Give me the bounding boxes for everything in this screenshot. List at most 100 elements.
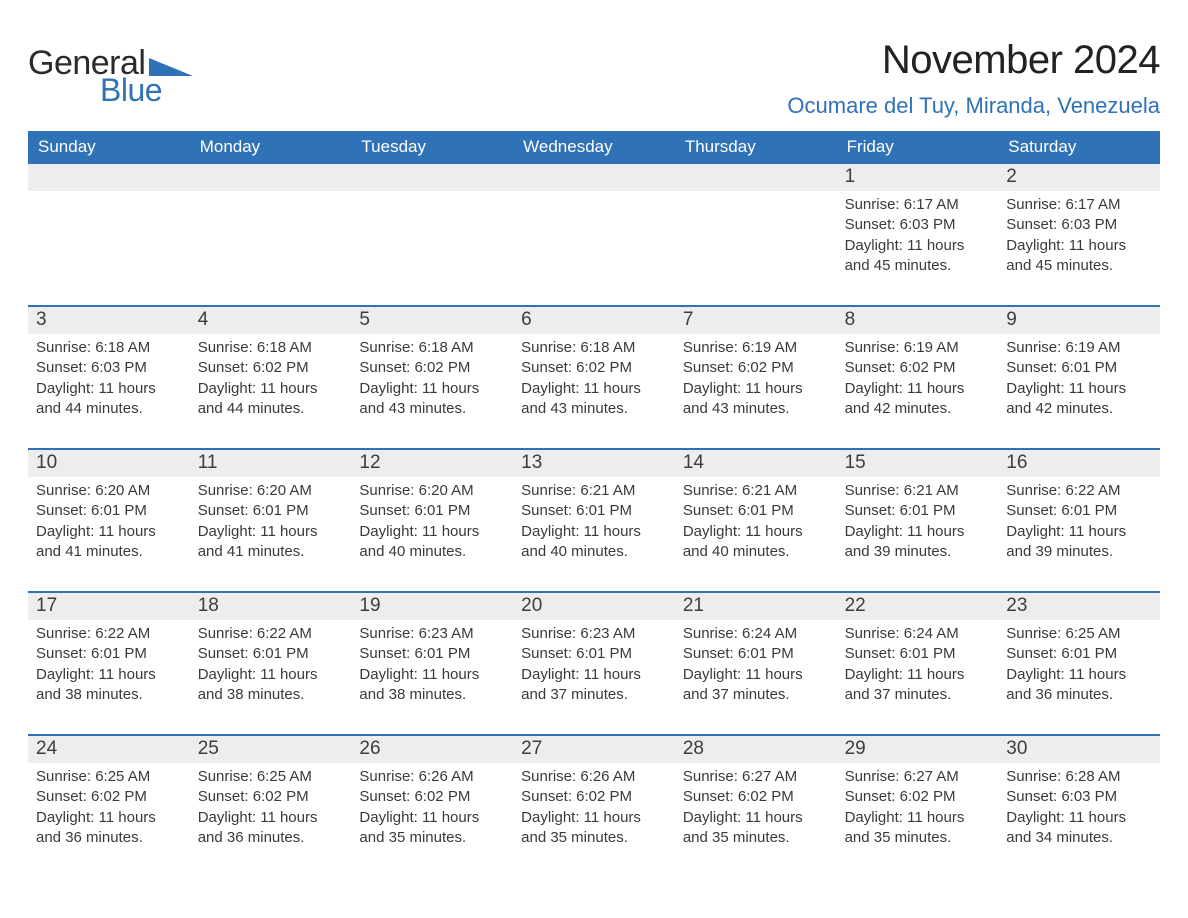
- day-sunrise: Sunrise: 6:23 AM: [359, 624, 505, 644]
- day-sunrise: Sunrise: 6:26 AM: [521, 767, 667, 787]
- day-sunrise: Sunrise: 6:19 AM: [1006, 338, 1152, 358]
- day-sunrise: Sunrise: 6:25 AM: [36, 767, 182, 787]
- day-daylight2: and 38 minutes.: [359, 685, 505, 705]
- location-subtitle: Ocumare del Tuy, Miranda, Venezuela: [787, 93, 1160, 119]
- day-daylight2: and 38 minutes.: [36, 685, 182, 705]
- day-daylight1: Daylight: 11 hours: [845, 808, 991, 828]
- day-sunset: Sunset: 6:02 PM: [359, 787, 505, 807]
- day-sunset: Sunset: 6:01 PM: [359, 644, 505, 664]
- day-daylight2: and 36 minutes.: [1006, 685, 1152, 705]
- day-daylight1: Daylight: 11 hours: [683, 379, 829, 399]
- day-detail: Sunrise: 6:25 AMSunset: 6:01 PMDaylight:…: [998, 620, 1160, 710]
- day-detail: Sunrise: 6:18 AMSunset: 6:02 PMDaylight:…: [351, 334, 513, 424]
- day-number: 2: [998, 164, 1160, 191]
- day-daylight2: and 44 minutes.: [198, 399, 344, 419]
- weeks-container: 12Sunrise: 6:17 AMSunset: 6:03 PMDayligh…: [28, 164, 1160, 853]
- day-detail: [190, 191, 352, 281]
- day-detail: Sunrise: 6:25 AMSunset: 6:02 PMDaylight:…: [190, 763, 352, 853]
- day-sunset: Sunset: 6:02 PM: [845, 358, 991, 378]
- daynum-row: 12: [28, 164, 1160, 191]
- day-detail: Sunrise: 6:21 AMSunset: 6:01 PMDaylight:…: [675, 477, 837, 567]
- day-sunrise: Sunrise: 6:18 AM: [36, 338, 182, 358]
- day-sunset: Sunset: 6:03 PM: [1006, 215, 1152, 235]
- day-daylight2: and 43 minutes.: [359, 399, 505, 419]
- day-daylight2: and 40 minutes.: [521, 542, 667, 562]
- weekday-header: Monday: [190, 131, 352, 164]
- day-detail: Sunrise: 6:18 AMSunset: 6:03 PMDaylight:…: [28, 334, 190, 424]
- weekday-header: Sunday: [28, 131, 190, 164]
- day-sunset: Sunset: 6:03 PM: [36, 358, 182, 378]
- day-daylight1: Daylight: 11 hours: [36, 808, 182, 828]
- day-sunrise: Sunrise: 6:18 AM: [521, 338, 667, 358]
- day-detail: [351, 191, 513, 281]
- day-daylight2: and 35 minutes.: [845, 828, 991, 848]
- day-sunrise: Sunrise: 6:18 AM: [198, 338, 344, 358]
- day-daylight1: Daylight: 11 hours: [521, 808, 667, 828]
- day-daylight2: and 39 minutes.: [1006, 542, 1152, 562]
- day-sunrise: Sunrise: 6:27 AM: [683, 767, 829, 787]
- day-sunset: Sunset: 6:01 PM: [683, 501, 829, 521]
- weekday-header: Wednesday: [513, 131, 675, 164]
- weekday-header-row: Sunday Monday Tuesday Wednesday Thursday…: [28, 131, 1160, 164]
- month-title: November 2024: [787, 38, 1160, 83]
- day-detail: Sunrise: 6:19 AMSunset: 6:02 PMDaylight:…: [675, 334, 837, 424]
- weekday-header: Thursday: [675, 131, 837, 164]
- day-sunrise: Sunrise: 6:21 AM: [521, 481, 667, 501]
- day-detail: Sunrise: 6:17 AMSunset: 6:03 PMDaylight:…: [837, 191, 999, 281]
- day-number: 14: [675, 450, 837, 477]
- day-detail: Sunrise: 6:21 AMSunset: 6:01 PMDaylight:…: [837, 477, 999, 567]
- day-sunrise: Sunrise: 6:22 AM: [1006, 481, 1152, 501]
- day-number: 1: [837, 164, 999, 191]
- day-detail: Sunrise: 6:22 AMSunset: 6:01 PMDaylight:…: [998, 477, 1160, 567]
- day-number: 17: [28, 593, 190, 620]
- day-detail: [513, 191, 675, 281]
- day-number: [675, 164, 837, 191]
- day-number: [513, 164, 675, 191]
- day-sunset: Sunset: 6:02 PM: [521, 358, 667, 378]
- day-daylight2: and 45 minutes.: [1006, 256, 1152, 276]
- day-daylight2: and 42 minutes.: [1006, 399, 1152, 419]
- daynum-row: 10111213141516: [28, 450, 1160, 477]
- day-sunrise: Sunrise: 6:22 AM: [198, 624, 344, 644]
- calendar: Sunday Monday Tuesday Wednesday Thursday…: [28, 131, 1160, 853]
- day-daylight1: Daylight: 11 hours: [1006, 665, 1152, 685]
- day-sunset: Sunset: 6:01 PM: [683, 644, 829, 664]
- day-daylight1: Daylight: 11 hours: [1006, 522, 1152, 542]
- day-number: 11: [190, 450, 352, 477]
- day-sunrise: Sunrise: 6:19 AM: [845, 338, 991, 358]
- day-sunset: Sunset: 6:02 PM: [683, 358, 829, 378]
- day-number: [351, 164, 513, 191]
- day-number: 22: [837, 593, 999, 620]
- day-daylight2: and 41 minutes.: [198, 542, 344, 562]
- day-sunset: Sunset: 6:01 PM: [845, 501, 991, 521]
- day-detail: Sunrise: 6:24 AMSunset: 6:01 PMDaylight:…: [675, 620, 837, 710]
- calendar-week: 17181920212223 Sunrise: 6:22 AM Sunset: 6:…: [28, 591, 1160, 710]
- day-number: 9: [998, 307, 1160, 334]
- day-daylight1: Daylight: 11 hours: [1006, 236, 1152, 256]
- day-daylight2: and 39 minutes.: [845, 542, 991, 562]
- day-daylight1: Daylight: 11 hours: [359, 808, 505, 828]
- day-daylight2: and 40 minutes.: [683, 542, 829, 562]
- day-number: 28: [675, 736, 837, 763]
- day-sunset: Sunset: 6:03 PM: [1006, 787, 1152, 807]
- day-daylight2: and 45 minutes.: [845, 256, 991, 276]
- day-sunrise: Sunrise: 6:24 AM: [845, 624, 991, 644]
- day-daylight1: Daylight: 11 hours: [1006, 379, 1152, 399]
- detail-row: Sunrise: 6:22 AMSunset: 6:01 PMDaylight:…: [28, 620, 1160, 710]
- detail-row: Sunrise: 6:25 AMSunset: 6:02 PMDaylight:…: [28, 763, 1160, 853]
- day-sunset: Sunset: 6:01 PM: [359, 501, 505, 521]
- day-daylight1: Daylight: 11 hours: [359, 379, 505, 399]
- day-daylight1: Daylight: 11 hours: [359, 665, 505, 685]
- day-number: 25: [190, 736, 352, 763]
- day-sunrise: Sunrise: 6:23 AM: [521, 624, 667, 644]
- day-detail: Sunrise: 6:26 AMSunset: 6:02 PMDaylight:…: [513, 763, 675, 853]
- day-number: 13: [513, 450, 675, 477]
- day-sunset: Sunset: 6:01 PM: [198, 501, 344, 521]
- page-header: General Blue November 2024 Ocumare del T…: [28, 18, 1160, 119]
- calendar-week: 3456789Sunrise: 6:18 AMSunset: 6:03 PMDa…: [28, 305, 1160, 424]
- daynum-row: 17181920212223: [28, 593, 1160, 620]
- day-detail: Sunrise: 6:23 AMSunset: 6:01 PMDaylight:…: [513, 620, 675, 710]
- day-daylight1: Daylight: 11 hours: [1006, 808, 1152, 828]
- day-daylight2: and 43 minutes.: [683, 399, 829, 419]
- day-number: 23: [998, 593, 1160, 620]
